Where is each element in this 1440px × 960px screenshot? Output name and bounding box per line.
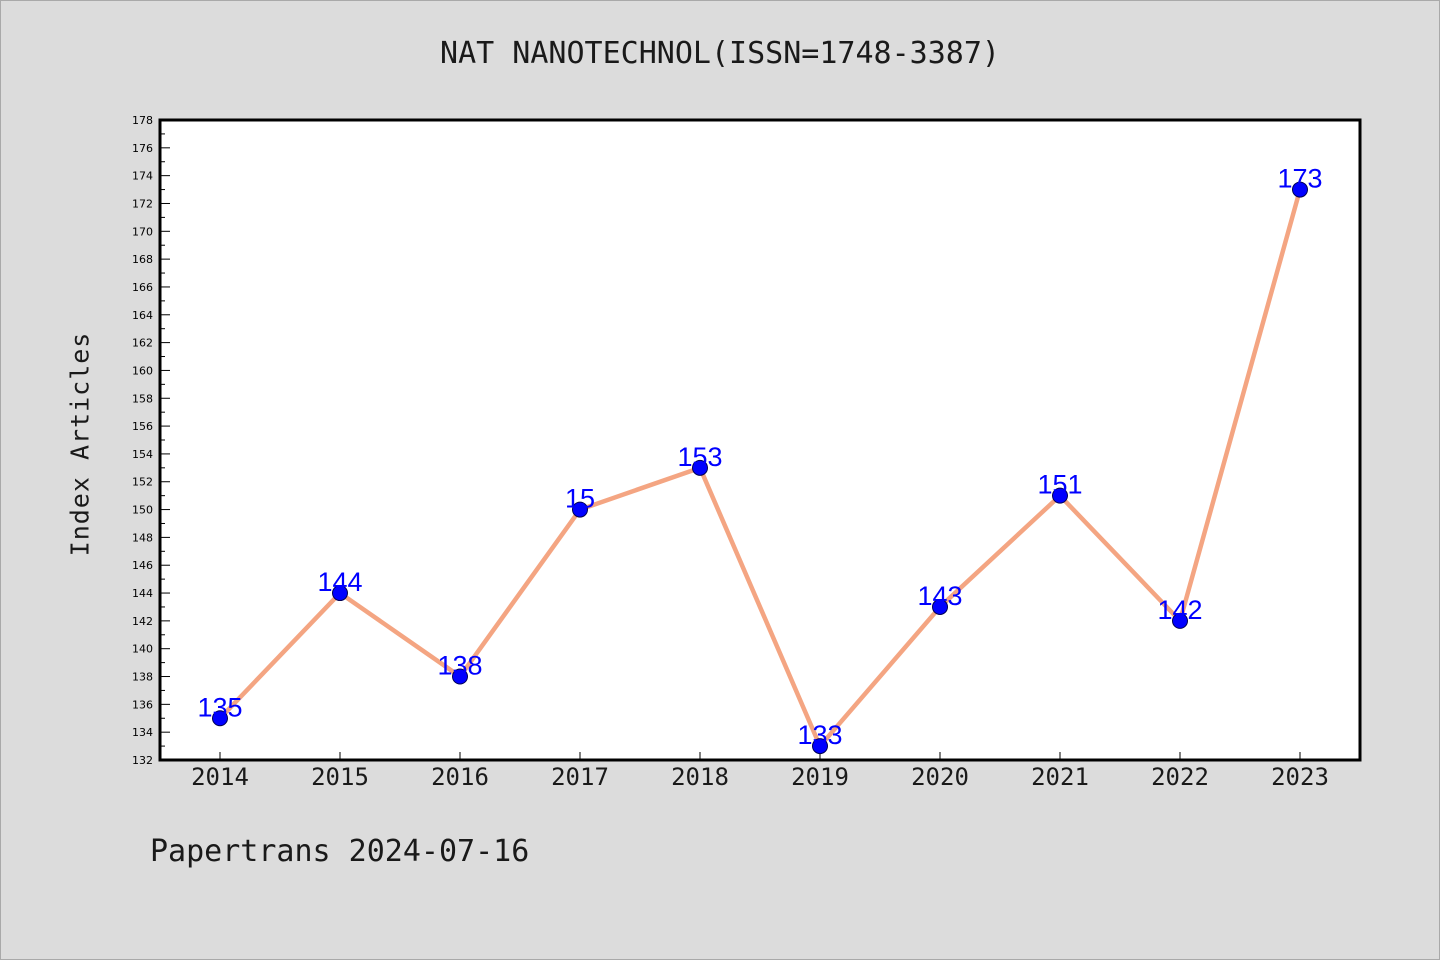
y-tick-label: 154 — [132, 448, 153, 461]
x-tick-label: 2015 — [311, 763, 369, 791]
data-label: 133 — [797, 720, 842, 750]
y-tick-label: 134 — [132, 726, 153, 739]
y-tick-label: 170 — [132, 225, 153, 238]
y-tick-label: 164 — [132, 309, 153, 322]
y-tick-label: 146 — [132, 559, 153, 572]
data-label: 135 — [197, 692, 242, 722]
y-tick-label: 136 — [132, 698, 153, 711]
y-tick-label: 142 — [132, 615, 153, 628]
x-tick-label: 2016 — [431, 763, 489, 791]
footer-watermark: Papertrans 2024-07-16 — [150, 834, 530, 869]
data-label: 142 — [1157, 595, 1202, 625]
chart-title: NAT NANOTECHNOL(ISSN=1748-3387) — [440, 36, 1000, 71]
data-label: 138 — [437, 651, 482, 681]
x-tick-label: 2017 — [551, 763, 609, 791]
data-point — [1292, 181, 1308, 198]
y-tick-label: 150 — [132, 504, 153, 517]
y-tick-label: 178 — [132, 114, 153, 127]
data-point — [332, 585, 348, 602]
data-label: 15 — [565, 484, 595, 514]
x-tick-label: 2021 — [1031, 763, 1089, 791]
y-tick-label: 174 — [132, 170, 153, 183]
y-tick-label: 166 — [132, 281, 153, 294]
data-point — [212, 710, 228, 727]
data-label: 173 — [1277, 164, 1322, 194]
data-point — [452, 668, 468, 685]
y-tick-label: 152 — [132, 476, 153, 489]
x-tick-label: 2018 — [671, 763, 729, 791]
x-tick-label: 2023 — [1271, 763, 1329, 791]
y-tick-label: 140 — [132, 643, 153, 656]
data-point — [692, 459, 708, 476]
x-tick-label: 2020 — [911, 763, 969, 791]
y-tick-label: 176 — [132, 142, 153, 155]
data-label: 151 — [1037, 470, 1082, 500]
y-tick-label: 156 — [132, 420, 153, 433]
series-line — [217, 187, 1303, 749]
y-tick-label: 168 — [132, 253, 153, 266]
x-tick-label: 2014 — [191, 763, 249, 791]
y-tick-label: 132 — [132, 754, 153, 767]
data-point — [1052, 487, 1068, 504]
y-tick-label: 162 — [132, 337, 153, 350]
y-tick-label: 138 — [132, 671, 153, 684]
y-tick-label: 172 — [132, 197, 153, 210]
plot-background — [158, 118, 1362, 762]
data-point — [812, 738, 828, 755]
data-label: 143 — [917, 581, 962, 611]
data-label: 153 — [677, 442, 722, 472]
y-tick-label: 160 — [132, 364, 153, 377]
data-point — [1172, 612, 1188, 629]
data-point — [932, 598, 948, 615]
data-label: 144 — [317, 567, 362, 597]
y-tick-label: 144 — [132, 587, 153, 600]
x-tick-label: 2022 — [1151, 763, 1209, 791]
y-tick-label: 148 — [132, 531, 153, 544]
x-tick-label: 2019 — [791, 763, 849, 791]
y-tick-label: 158 — [132, 392, 153, 405]
data-point — [572, 501, 588, 518]
